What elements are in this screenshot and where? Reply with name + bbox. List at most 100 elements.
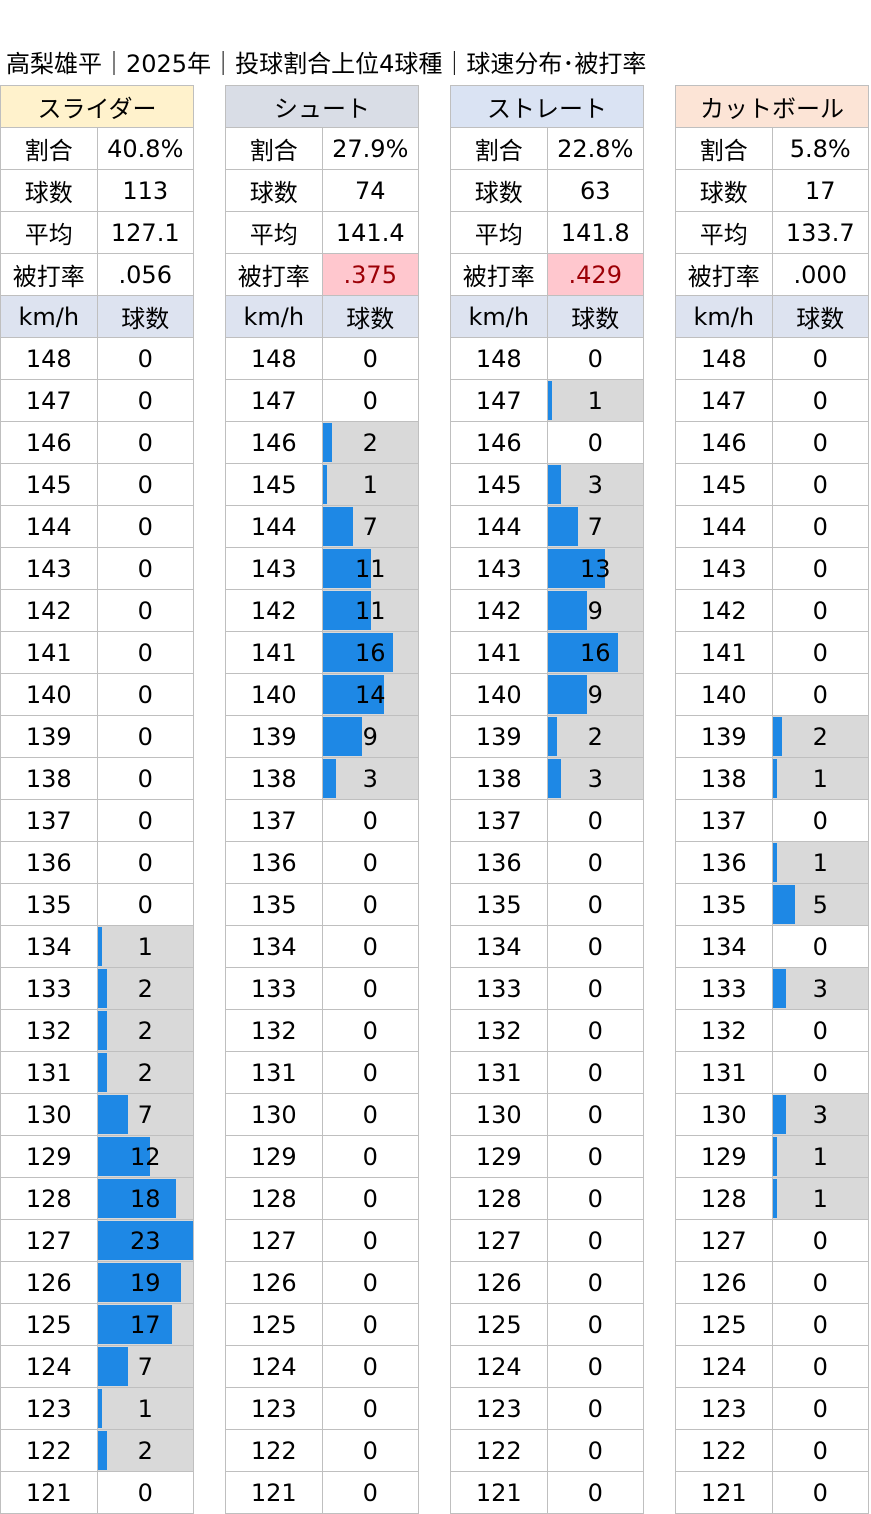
count-cell: 0	[96, 883, 194, 926]
count-cell: 11	[321, 547, 419, 590]
speed-label: 121	[0, 1471, 98, 1514]
count-cell: 0	[321, 925, 419, 968]
count-value: 0	[587, 806, 603, 835]
speed-label: 138	[225, 757, 323, 800]
count-value: 0	[587, 1268, 603, 1297]
count-value: 0	[362, 890, 378, 919]
speed-row: 130 0	[225, 1093, 419, 1136]
count-cell: 1	[321, 463, 419, 506]
stat-avg-against-label: 被打率	[0, 253, 98, 296]
speed-row: 147 1	[450, 379, 644, 422]
speed-row: 135 0	[450, 883, 644, 926]
count-value: 0	[362, 932, 378, 961]
speed-label: 141	[675, 631, 773, 674]
speed-row: 123 0	[675, 1387, 869, 1430]
count-value: 0	[362, 848, 378, 877]
bar	[322, 633, 393, 672]
bar	[772, 1137, 777, 1176]
count-value: 0	[587, 1436, 603, 1465]
speed-row: 147 0	[675, 379, 869, 422]
stat-count-row: 球数 63	[450, 169, 644, 212]
speed-row: 136 0	[450, 841, 644, 884]
count-cell: 3	[546, 757, 644, 800]
count-value: 2	[137, 1436, 153, 1465]
speed-label: 130	[675, 1093, 773, 1136]
bar	[97, 1221, 193, 1260]
count-value: 1	[812, 1184, 828, 1213]
bar	[97, 927, 102, 966]
count-cell: 0	[771, 1303, 869, 1346]
speed-label: 146	[0, 421, 98, 464]
speed-row: 134 0	[225, 925, 419, 968]
speed-label: 137	[0, 799, 98, 842]
speed-label: 131	[0, 1051, 98, 1094]
count-cell: 0	[546, 841, 644, 884]
count-value: 17	[129, 1310, 161, 1339]
speed-label: 129	[0, 1135, 98, 1178]
count-header: 球数	[546, 295, 644, 338]
pitch-name: シュート	[225, 85, 419, 128]
speed-label: 133	[675, 967, 773, 1010]
count-cell: 7	[321, 505, 419, 548]
speed-label: 137	[225, 799, 323, 842]
count-cell: 0	[771, 1051, 869, 1094]
speed-label: 140	[225, 673, 323, 716]
bar	[322, 759, 336, 798]
speed-row: 123 1	[0, 1387, 194, 1430]
pitch-panel: シュート 割合 27.9% 球数 74 平均 141.4 被打率 .375 km/h 球数 148 0 1…	[225, 85, 419, 1514]
bar	[97, 1305, 172, 1344]
speed-row: 137 0	[675, 799, 869, 842]
speed-row: 143 11	[225, 547, 419, 590]
count-value: 0	[587, 428, 603, 457]
count-value: 1	[587, 386, 603, 415]
bar-background	[97, 968, 193, 1009]
speed-label: 142	[450, 589, 548, 632]
speed-label: 144	[0, 505, 98, 548]
speed-label: 129	[225, 1135, 323, 1178]
stat-count-value: 74	[321, 169, 419, 212]
stat-avg-against-label: 被打率	[675, 253, 773, 296]
count-value: 1	[812, 764, 828, 793]
speed-label: 142	[225, 589, 323, 632]
count-value: 0	[362, 1310, 378, 1339]
count-cell: 0	[546, 1093, 644, 1136]
count-cell: 0	[546, 1051, 644, 1094]
speed-label: 122	[0, 1429, 98, 1472]
count-value: 13	[579, 554, 611, 583]
speed-row: 128 18	[0, 1177, 194, 1220]
speed-row: 143 0	[675, 547, 869, 590]
count-cell: 0	[771, 589, 869, 632]
speed-label: 123	[225, 1387, 323, 1430]
count-value: 0	[362, 1184, 378, 1213]
stat-ratio-row: 割合 40.8%	[0, 127, 194, 170]
count-cell: 0	[321, 1009, 419, 1052]
count-cell: 0	[321, 379, 419, 422]
count-cell: 1	[546, 379, 644, 422]
speed-row: 141 16	[225, 631, 419, 674]
stat-avg-value: 141.8	[546, 211, 644, 254]
stat-avg-against-label: 被打率	[450, 253, 548, 296]
count-value: 0	[812, 638, 828, 667]
speed-row: 122 0	[675, 1429, 869, 1472]
count-value: 0	[362, 1100, 378, 1129]
speed-row: 133 3	[675, 967, 869, 1010]
speed-row: 124 0	[675, 1345, 869, 1388]
bar	[547, 381, 552, 420]
bar-background	[322, 422, 418, 463]
speed-row: 125 0	[450, 1303, 644, 1346]
count-value: 0	[137, 428, 153, 457]
speed-label: 147	[675, 379, 773, 422]
stat-avg-against-value: .056	[96, 253, 194, 296]
bar-background	[97, 1430, 193, 1471]
speed-row: 126 19	[0, 1261, 194, 1304]
count-cell: 0	[546, 1387, 644, 1430]
speed-row: 129 0	[450, 1135, 644, 1178]
count-value: 0	[362, 1058, 378, 1087]
count-value: 1	[137, 932, 153, 961]
speed-label: 139	[225, 715, 323, 758]
speed-label: 132	[225, 1009, 323, 1052]
count-value: 2	[137, 1016, 153, 1045]
count-value: 0	[812, 1352, 828, 1381]
speed-row: 139 2	[675, 715, 869, 758]
count-value: 0	[812, 1016, 828, 1045]
